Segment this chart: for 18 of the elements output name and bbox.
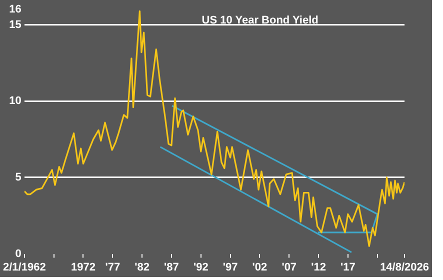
x-tick-label: '07 <box>282 261 297 274</box>
x-tick-label: '97 <box>222 261 238 274</box>
x-tick-label: '02 <box>252 261 268 274</box>
y-tick-label: 15 <box>9 18 22 31</box>
x-tick-label: 2/1/1962 <box>2 261 46 274</box>
x-tick-label: '12 <box>311 261 326 274</box>
x-tick-label: 1972 <box>70 261 96 274</box>
x-tick-label: '77 <box>105 261 120 274</box>
x-tick-label: '17 <box>340 261 356 274</box>
y-tick-label: 16 <box>9 4 22 16</box>
x-tick-label: '87 <box>164 261 179 274</box>
x-tick-label: 14/8/2026 <box>380 261 429 274</box>
y-tick-label: 0 <box>15 248 22 260</box>
y-tick-label: 10 <box>9 95 22 108</box>
x-tick-label: '92 <box>193 261 208 274</box>
text: US 10 Year Bond Yield <box>202 14 318 27</box>
x-tick-label: '82 <box>134 261 150 274</box>
y-tick-label: 5 <box>15 172 22 184</box>
